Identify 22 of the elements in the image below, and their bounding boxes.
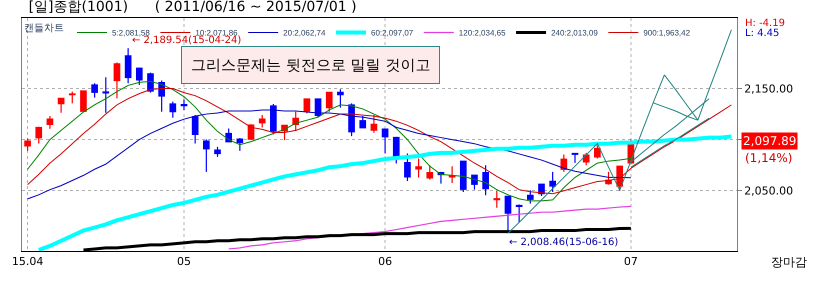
text: H: -4.19 xyxy=(745,18,785,29)
legend-title: 캔들차트 xyxy=(24,23,64,34)
annotation: ← 2,189.54(15-04-24) xyxy=(132,35,242,46)
y-tick-label: 2,150.00 xyxy=(744,82,794,96)
legend-label: 900:1,963,42 xyxy=(643,28,691,38)
annotation: ← 2,008.46(15-06-16) xyxy=(509,237,618,248)
legend-label: 60:2,097,07 xyxy=(370,28,414,38)
text: 2,097.89 xyxy=(743,134,796,148)
text: (1,14%) xyxy=(745,151,792,165)
legend-label: 120:2,034,65 xyxy=(458,28,506,38)
x-tick-label: 07 xyxy=(624,255,638,268)
legend-label: 20:2,062,74 xyxy=(283,28,326,38)
x-tick-label: 06 xyxy=(378,255,392,268)
x-tick-label: 15.04 xyxy=(12,255,44,268)
legend-label: 5:2,081,58 xyxy=(112,28,150,38)
annotation: 그리스문제는 뒷전으로 밀릴 것이고 xyxy=(191,56,430,74)
chart-title: [일]종합(1001) ( 2011/06/16 ~ 2015/07/01 ) xyxy=(28,0,357,16)
text: L: 4.45 xyxy=(745,28,780,39)
x-tick-label: 05 xyxy=(176,255,191,268)
legend-label: 240:2,013,09 xyxy=(551,28,598,38)
y-tick-label: 2,050.00 xyxy=(744,184,794,198)
text: 장마감 xyxy=(771,255,807,269)
